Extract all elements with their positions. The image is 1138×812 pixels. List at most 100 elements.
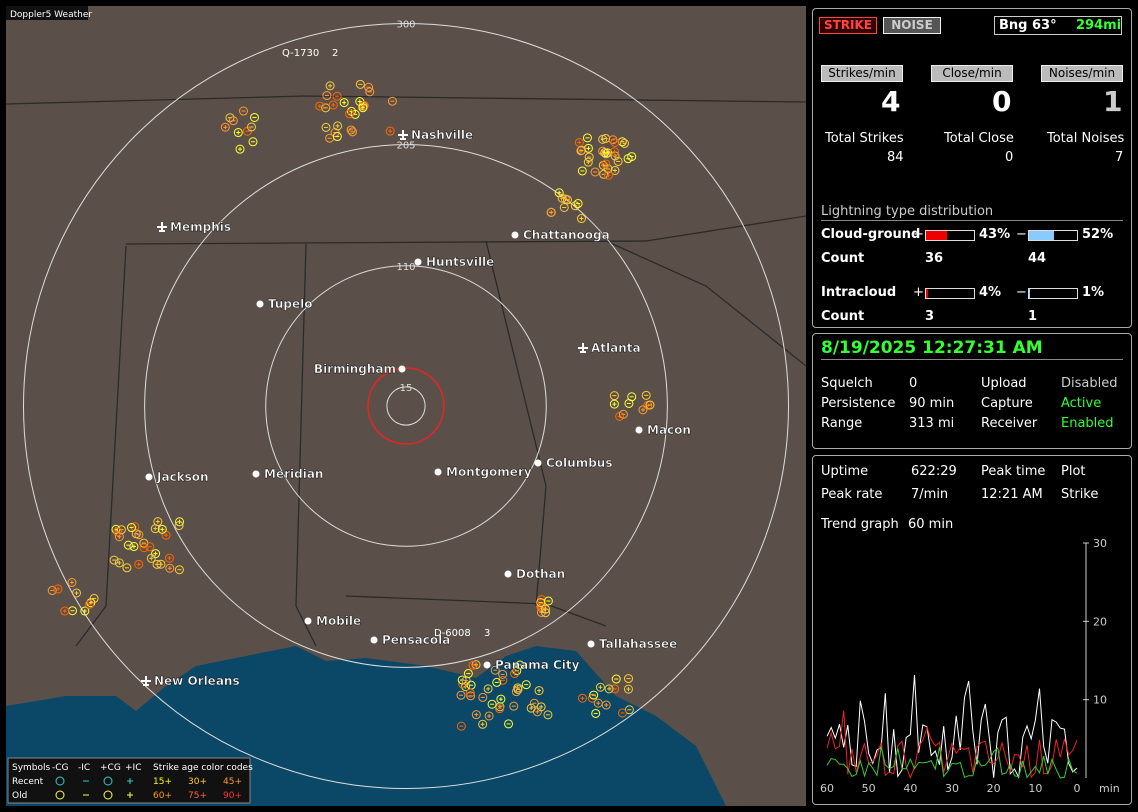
city-dot (252, 470, 260, 478)
strike-symbol (504, 719, 514, 729)
divider (821, 359, 1123, 360)
legend-type: -CG (52, 763, 69, 773)
strike-symbol (601, 159, 611, 169)
range-ring (386, 386, 426, 426)
dist-fill (1029, 231, 1054, 240)
strike-sign (604, 151, 609, 156)
strike-symbol (591, 708, 601, 718)
strike-symbol (468, 660, 478, 670)
legend-age: 60+ (153, 791, 172, 801)
strike-symbol (129, 542, 139, 552)
strike-symbol (355, 79, 365, 89)
trend-line (826, 746, 1078, 779)
noise-button[interactable]: NOISE (883, 17, 941, 34)
strike-symbol (71, 588, 81, 598)
strike-symbol (609, 399, 619, 409)
strike-symbol (509, 701, 519, 711)
strike-symbol (610, 165, 620, 175)
strike-sign (603, 161, 608, 166)
strike-symbol (225, 113, 235, 123)
strike-sign (612, 149, 617, 154)
status-label: Upload (981, 376, 1027, 391)
legend-age: 45+ (223, 777, 242, 787)
strike-symbol (471, 660, 481, 670)
strike-symbol (346, 106, 356, 116)
strike-sign (606, 173, 611, 178)
city-label: Dothan (516, 567, 565, 581)
strike-symbol (598, 160, 608, 170)
strike-sign (56, 586, 61, 591)
strike-symbol (248, 137, 258, 147)
strike-symbol (114, 558, 124, 568)
trend-graph: 10 20 30 60 50 40 30 20 10 0 min (820, 537, 1120, 795)
total-label: Total Strikes (825, 131, 904, 146)
stat-value: 7/min (911, 487, 949, 502)
strike-sign (238, 147, 243, 152)
ring-label: 110 (396, 262, 415, 273)
strike-sign (471, 663, 476, 668)
stats-panel: STRIKE NOISE Bng 63° 294mi Strikes/min C… (812, 8, 1132, 328)
strike-symbol (174, 521, 184, 531)
strike-symbol (332, 91, 342, 101)
strike-sign (529, 706, 534, 711)
city-label: New Orleans (154, 674, 240, 688)
total-label: Total Close (944, 131, 1014, 146)
strike-symbol (570, 201, 580, 211)
strike-sign (604, 703, 609, 708)
strike-symbol (603, 148, 613, 158)
trend-line (826, 674, 1078, 780)
strike-symbol (333, 121, 343, 131)
strike-button[interactable]: STRIKE (819, 17, 877, 34)
strike-sign (117, 560, 122, 565)
strike-symbol (111, 524, 121, 534)
strike-sign (577, 140, 582, 145)
strike-symbol (601, 149, 611, 159)
strike-sign (586, 160, 591, 165)
distance: 294mi (1076, 18, 1122, 33)
strike-symbol (511, 687, 521, 697)
strike-symbol (60, 606, 70, 616)
strike-sign (640, 407, 645, 412)
strike-symbol (478, 719, 488, 729)
strike-symbol (109, 555, 119, 565)
strike-symbol (526, 703, 536, 713)
legend-label: Symbols (12, 763, 51, 773)
strike-symbol (512, 666, 522, 676)
strike-symbol (364, 82, 374, 92)
strike-symbol (498, 669, 508, 679)
strike-sign (497, 704, 502, 709)
strike-symbol (599, 169, 609, 179)
stat-label: Peak time (981, 464, 1046, 479)
airport-icon (398, 130, 408, 140)
strike-symbol (67, 578, 77, 588)
sign: + (913, 285, 924, 300)
percent: 43% (979, 227, 1011, 242)
strike-symbol (641, 390, 651, 400)
percent: 4% (979, 285, 1002, 300)
strike-sign (626, 687, 631, 692)
strike-symbol (610, 137, 620, 147)
strike-sign (69, 580, 74, 585)
strike-symbol (583, 157, 593, 167)
strike-symbol (174, 565, 184, 575)
strike-symbol (53, 584, 63, 594)
strike-symbol (139, 543, 149, 553)
strike-symbol (623, 684, 633, 694)
city-dot (511, 231, 519, 239)
strike-symbol (456, 721, 466, 731)
count: 3 (925, 309, 935, 324)
x-unit: min (1099, 782, 1120, 795)
strike-symbol (114, 532, 124, 542)
strike-symbol (608, 135, 618, 145)
x-tick-label: 50 (862, 782, 876, 795)
x-tick-label: 10 (1028, 782, 1042, 795)
city-dot (534, 459, 542, 467)
y-tick-label: 10 (1093, 694, 1107, 707)
legend-type: +CG (100, 763, 121, 773)
stat-label: Trend graph (821, 517, 899, 532)
city-label: Huntsville (426, 255, 494, 269)
strike-symbol (328, 100, 338, 110)
strike-sign (600, 137, 605, 142)
strike-symbol (589, 690, 599, 700)
strike-sign (117, 534, 122, 539)
